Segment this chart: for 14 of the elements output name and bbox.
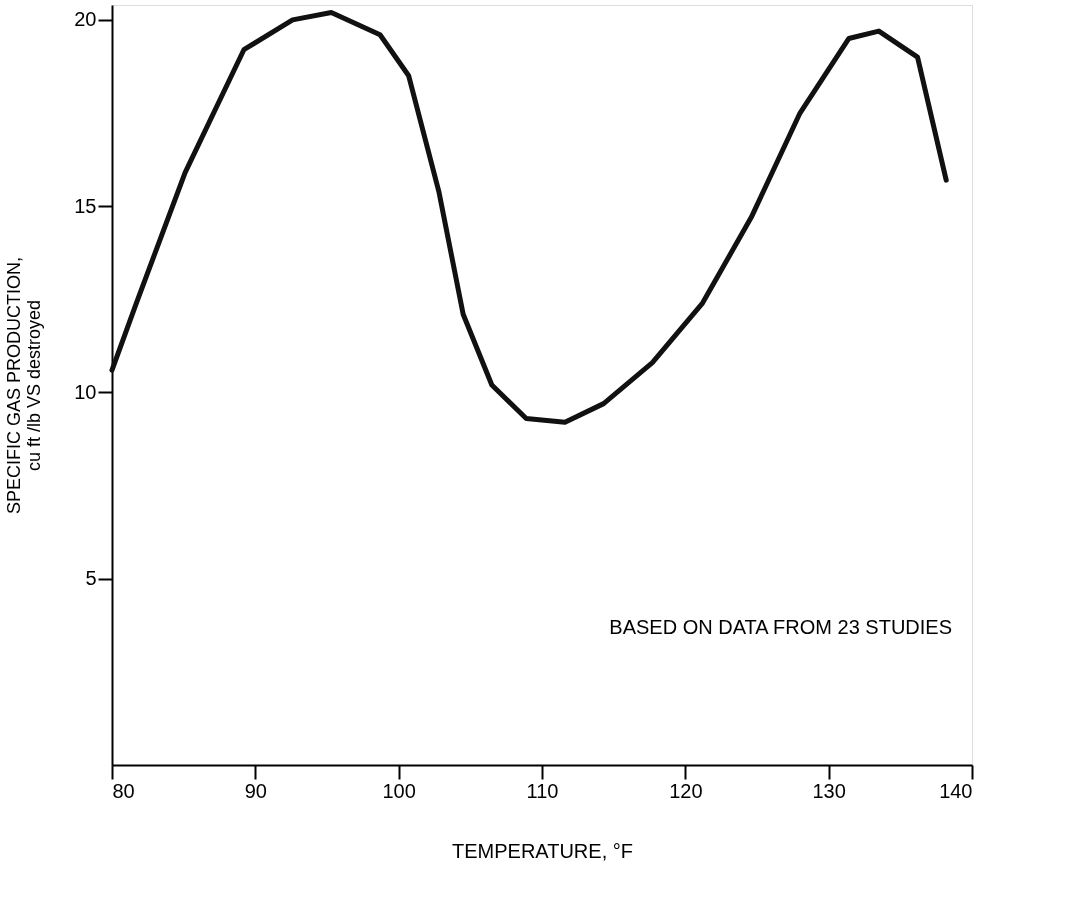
x-tick-label: 100 (382, 779, 416, 802)
x-tick-label: 90 (244, 779, 267, 802)
x-tick-label: 130 (812, 779, 846, 802)
y-tick-label: 5 (85, 567, 97, 590)
y-tick-label: 20 (74, 8, 97, 31)
y-tick-label: 10 (74, 380, 97, 403)
x-tick-label: 110 (526, 779, 559, 802)
x-tick-label: 140 (939, 779, 973, 802)
y-tick-label: 15 (74, 194, 97, 217)
annotation: BASED ON DATA FROM 23 STUDIES (609, 616, 952, 639)
x-tick-label: 80 (112, 779, 135, 802)
x-tick-label: 120 (669, 779, 703, 802)
x-axis-title: TEMPERATURE, °F (452, 839, 633, 862)
y-axis-title: SPECIFIC GAS PRODUCTION, cu ft /lb VS destroyed (4, 256, 45, 515)
